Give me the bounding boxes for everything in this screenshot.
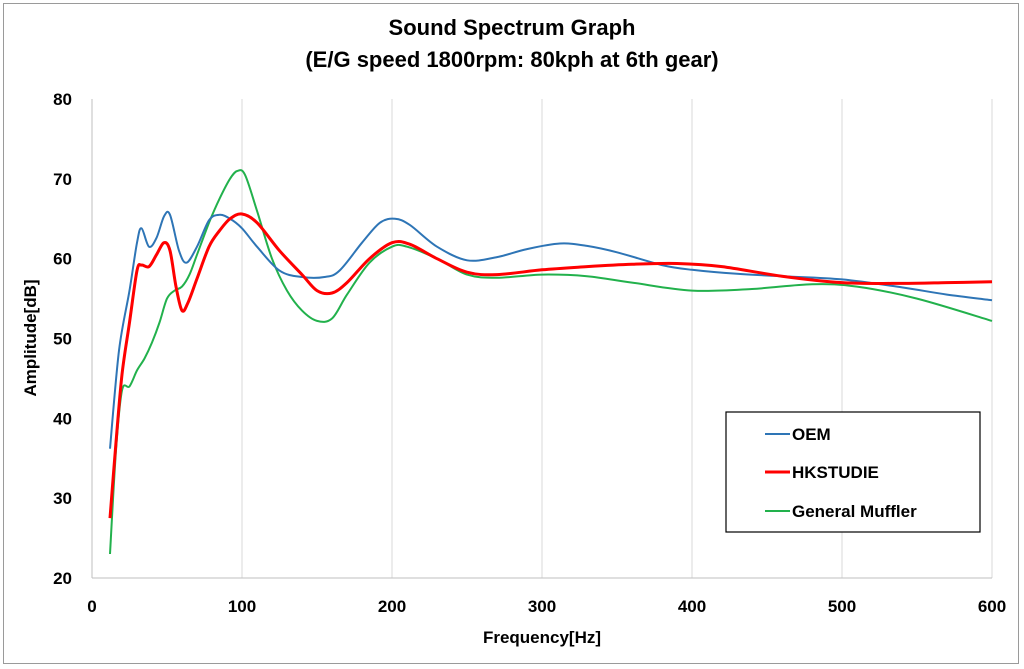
x-tick-label: 0 — [87, 597, 96, 616]
series-line-hkstudie — [108, 212, 993, 519]
y-axis-title: Amplitude[dB] — [21, 279, 40, 396]
series-line-general-muffler — [109, 169, 993, 555]
y-tick-label: 70 — [53, 170, 72, 189]
y-tick-label: 20 — [53, 569, 72, 588]
x-tick-label: 400 — [678, 597, 706, 616]
legend-label-oem: OEM — [792, 425, 831, 444]
series-line-oem — [109, 210, 993, 449]
x-tick-label: 300 — [528, 597, 556, 616]
legend-label-hkstudie: HKSTUDIE — [792, 463, 879, 482]
series-lines — [108, 169, 993, 555]
x-tick-label: 500 — [828, 597, 856, 616]
y-tick-label: 30 — [53, 489, 72, 508]
legend: OEM HKSTUDIE General Muffler — [725, 411, 981, 533]
x-tick-label: 100 — [228, 597, 256, 616]
tick-labels: 0 100 200 300 400 500 600 20 30 40 50 60 70 80 — [53, 90, 1006, 616]
x-tick-label: 600 — [978, 597, 1006, 616]
y-tick-label: 80 — [53, 90, 72, 109]
y-tick-label: 40 — [53, 409, 72, 428]
chart-title-block: Sound Spectrum Graph (E/G speed 1800rpm:… — [0, 12, 1024, 76]
y-tick-label: 60 — [53, 250, 72, 269]
chart-title: Sound Spectrum Graph — [388, 15, 636, 40]
x-axis-title: Frequency[Hz] — [483, 628, 601, 647]
y-tick-label: 50 — [53, 330, 72, 349]
chart-subtitle: (E/G speed 1800rpm: 80kph at 6th gear) — [305, 47, 719, 72]
legend-label-general-muffler: General Muffler — [792, 502, 917, 521]
axes — [91, 99, 992, 579]
x-tick-label: 200 — [378, 597, 406, 616]
